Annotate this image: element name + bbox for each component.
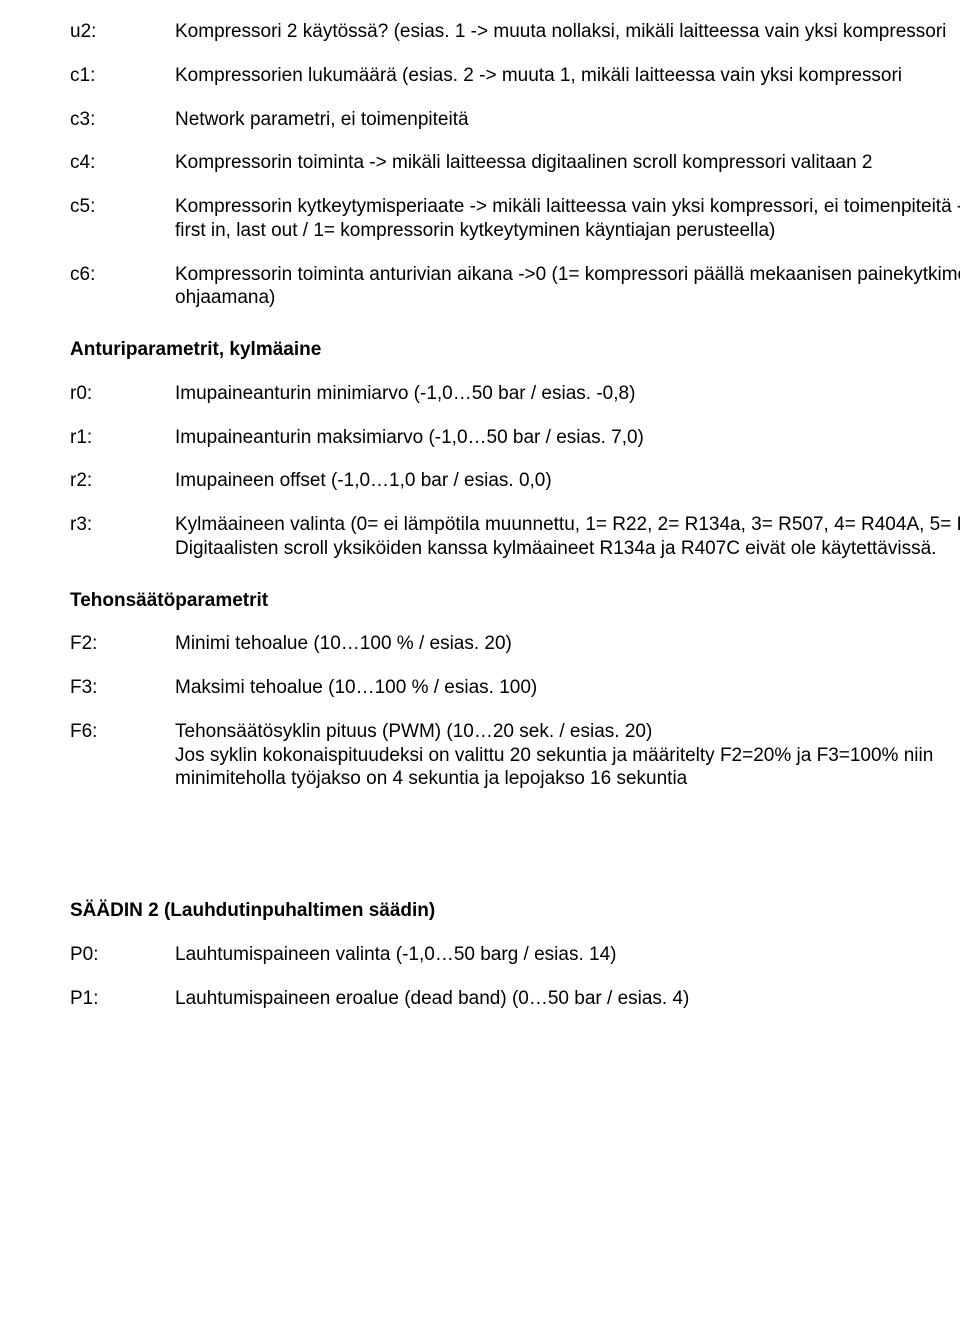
param-description: Maksimi tehoalue (10…100 % / esias. 100) <box>175 676 960 700</box>
param-description: Kompressorin toiminta anturivian aikana … <box>175 263 960 311</box>
param-description: Imupaineanturin minimiarvo (-1,0…50 bar … <box>175 382 960 406</box>
param-description-line: Imupaineen offset (-1,0…1,0 bar / esias.… <box>175 469 960 493</box>
param-description: Imupaineen offset (-1,0…1,0 bar / esias.… <box>175 469 960 493</box>
param-description-line: Lauhtumispaineen valinta (-1,0…50 barg /… <box>175 943 960 967</box>
param-entry: c1:Kompressorien lukumäärä (esias. 2 -> … <box>70 64 960 88</box>
param-description-line: Kompressorin toiminta -> mikäli laittees… <box>175 151 960 175</box>
section-title-anturi: Anturiparametrit, kylmäaine <box>70 338 960 362</box>
param-description-line: Tehonsäätösyklin pituus (PWM) (10…20 sek… <box>175 720 960 744</box>
param-description: Lauhtumispaineen valinta (-1,0…50 barg /… <box>175 943 960 967</box>
param-key: F6: <box>70 720 175 744</box>
param-description: Kompressorin kytkeytymisperiaate -> mikä… <box>175 195 960 243</box>
param-key: c1: <box>70 64 175 88</box>
param-key: F2: <box>70 632 175 656</box>
param-entry: F2:Minimi tehoalue (10…100 % / esias. 20… <box>70 632 960 656</box>
param-description: Lauhtumispaineen eroalue (dead band) (0…… <box>175 987 960 1011</box>
param-entry: c6:Kompressorin toiminta anturivian aika… <box>70 263 960 311</box>
param-entry: F3:Maksimi tehoalue (10…100 % / esias. 1… <box>70 676 960 700</box>
param-block: u2:Kompressori 2 käytössä? (esias. 1 -> … <box>70 20 960 310</box>
param-description-line: Lauhtumispaineen eroalue (dead band) (0…… <box>175 987 960 1011</box>
param-description-line: Kompressori 2 käytössä? (esias. 1 -> muu… <box>175 20 960 44</box>
param-description: Kylmäaineen valinta (0= ei lämpötila muu… <box>175 513 960 561</box>
param-block: r0:Imupaineanturin minimiarvo (-1,0…50 b… <box>70 382 960 561</box>
param-entry: c5:Kompressorin kytkeytymisperiaate -> m… <box>70 195 960 243</box>
param-key: c3: <box>70 108 175 132</box>
param-entry: c4:Kompressorin toiminta -> mikäli laitt… <box>70 151 960 175</box>
param-key: c6: <box>70 263 175 287</box>
param-description: Kompressorin toiminta -> mikäli laittees… <box>175 151 960 175</box>
param-key: P0: <box>70 943 175 967</box>
param-description: Minimi tehoalue (10…100 % / esias. 20) <box>175 632 960 656</box>
param-key: F3: <box>70 676 175 700</box>
param-description: Tehonsäätösyklin pituus (PWM) (10…20 sek… <box>175 720 960 791</box>
param-description-line: Kompressorin toiminta anturivian aikana … <box>175 263 960 311</box>
param-description-line: Maksimi tehoalue (10…100 % / esias. 100) <box>175 676 960 700</box>
param-description-line: Kylmäaineen valinta (0= ei lämpötila muu… <box>175 513 960 537</box>
param-key: u2: <box>70 20 175 44</box>
param-description-line: Imupaineanturin minimiarvo (-1,0…50 bar … <box>175 382 960 406</box>
param-description-line: Imupaineanturin maksimiarvo (-1,0…50 bar… <box>175 426 960 450</box>
param-block: P0:Lauhtumispaineen valinta (-1,0…50 bar… <box>70 943 960 1011</box>
param-entry: P1:Lauhtumispaineen eroalue (dead band) … <box>70 987 960 1011</box>
param-description-line: Digitaalisten scroll yksiköiden kanssa k… <box>175 537 960 561</box>
param-entry: u2:Kompressori 2 käytössä? (esias. 1 -> … <box>70 20 960 44</box>
param-key: r2: <box>70 469 175 493</box>
param-key: r3: <box>70 513 175 537</box>
param-entry: r0:Imupaineanturin minimiarvo (-1,0…50 b… <box>70 382 960 406</box>
param-block: F2:Minimi tehoalue (10…100 % / esias. 20… <box>70 632 960 791</box>
section-title-tehon: Tehonsäätöparametrit <box>70 589 960 613</box>
param-description: Imupaineanturin maksimiarvo (-1,0…50 bar… <box>175 426 960 450</box>
param-description-line: Kompressorin kytkeytymisperiaate -> mikä… <box>175 195 960 243</box>
param-description: Kompressorien lukumäärä (esias. 2 -> muu… <box>175 64 960 88</box>
param-description-line: Kompressorien lukumäärä (esias. 2 -> muu… <box>175 64 960 88</box>
param-entry: F6:Tehonsäätösyklin pituus (PWM) (10…20 … <box>70 720 960 791</box>
param-key: c5: <box>70 195 175 219</box>
param-key: P1: <box>70 987 175 1011</box>
param-entry: r2:Imupaineen offset (-1,0…1,0 bar / esi… <box>70 469 960 493</box>
param-entry: P0:Lauhtumispaineen valinta (-1,0…50 bar… <box>70 943 960 967</box>
param-description-line: Jos syklin kokonaispituudeksi on valittu… <box>175 744 960 792</box>
param-description: Kompressori 2 käytössä? (esias. 1 -> muu… <box>175 20 960 44</box>
param-entry: r3:Kylmäaineen valinta (0= ei lämpötila … <box>70 513 960 561</box>
param-entry: c3:Network parametri, ei toimenpiteitä <box>70 108 960 132</box>
param-key: r0: <box>70 382 175 406</box>
param-key: c4: <box>70 151 175 175</box>
section-title-saadin: SÄÄDIN 2 (Lauhdutinpuhaltimen säädin) <box>70 899 960 923</box>
param-description-line: Minimi tehoalue (10…100 % / esias. 20) <box>175 632 960 656</box>
param-entry: r1:Imupaineanturin maksimiarvo (-1,0…50 … <box>70 426 960 450</box>
param-key: r1: <box>70 426 175 450</box>
param-description: Network parametri, ei toimenpiteitä <box>175 108 960 132</box>
param-description-line: Network parametri, ei toimenpiteitä <box>175 108 960 132</box>
